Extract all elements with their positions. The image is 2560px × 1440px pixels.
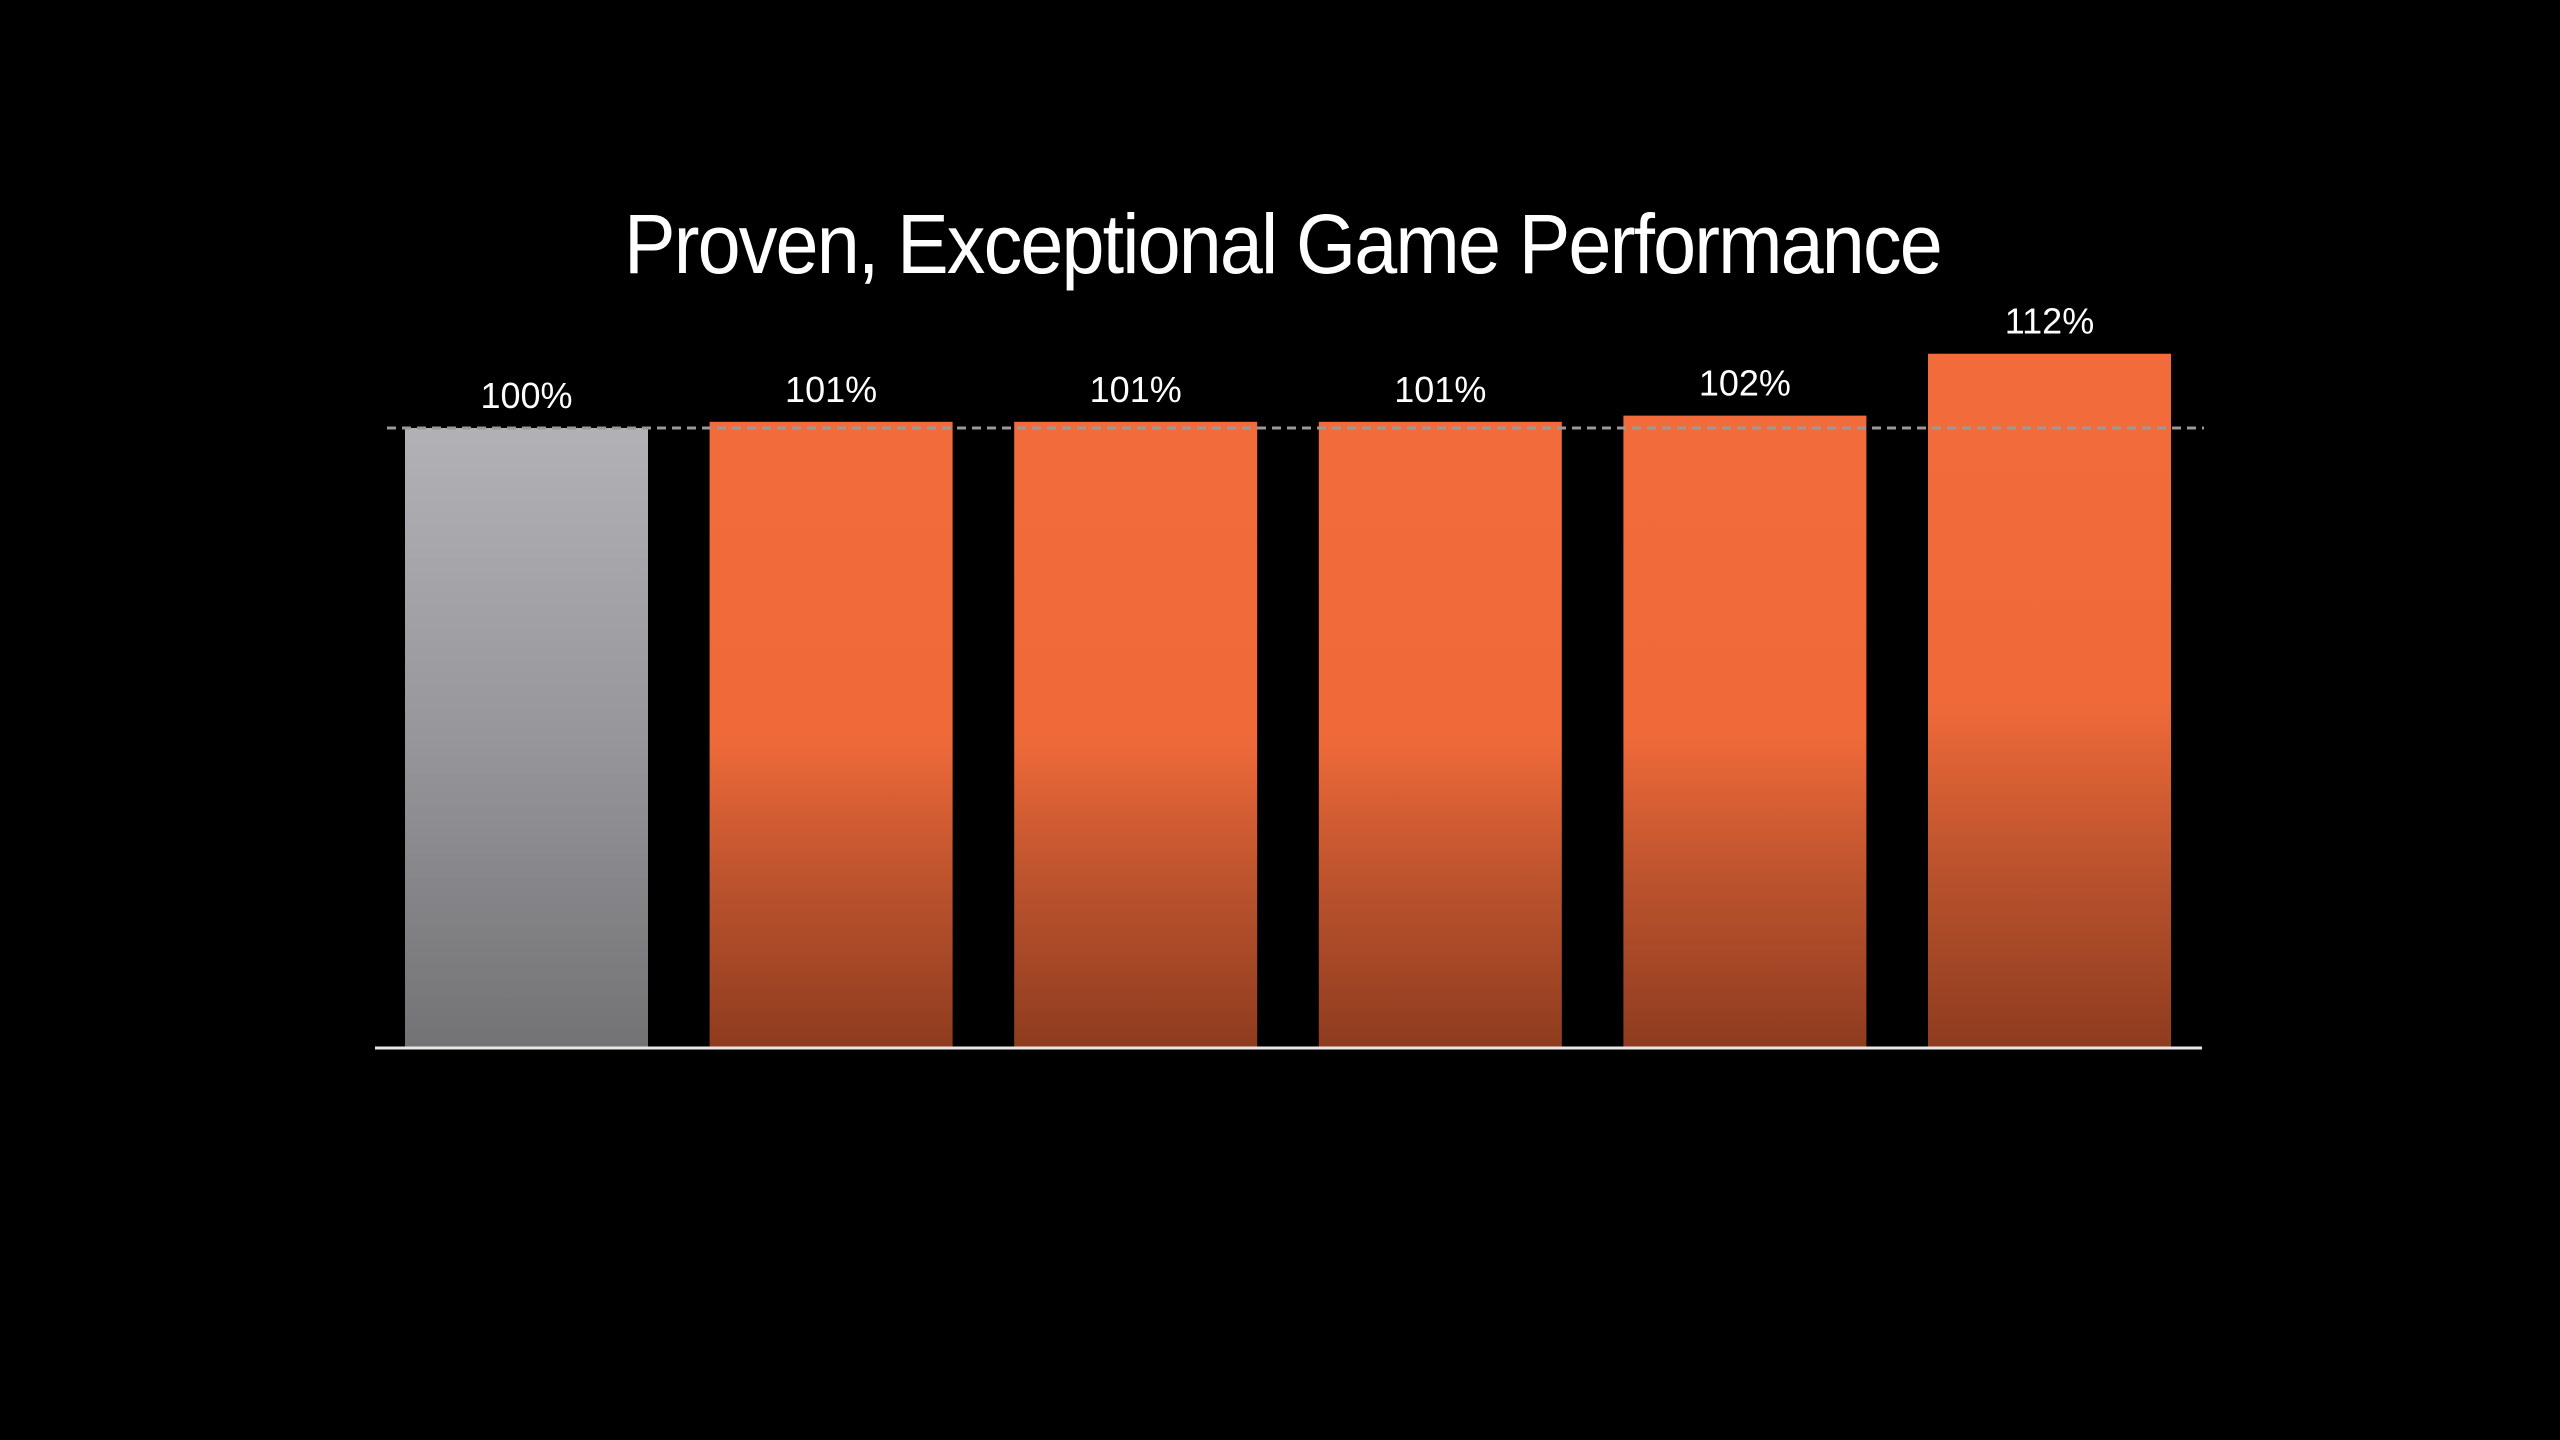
bar: [1014, 421, 1258, 1047]
data-label: 101%: [785, 369, 877, 410]
data-label: 101%: [1394, 369, 1486, 410]
bar: [1318, 421, 1562, 1047]
chart-title: Proven, Exceptional Game Performance: [624, 197, 1943, 291]
data-label: 112%: [2005, 301, 2094, 342]
bar: [1928, 353, 2171, 1048]
bar: [709, 421, 953, 1047]
data-label: 102%: [1699, 363, 1791, 404]
data-label: 100%: [480, 375, 572, 416]
data-label: 101%: [1090, 369, 1182, 410]
bar: [405, 428, 648, 1047]
bar: [1623, 415, 1867, 1047]
